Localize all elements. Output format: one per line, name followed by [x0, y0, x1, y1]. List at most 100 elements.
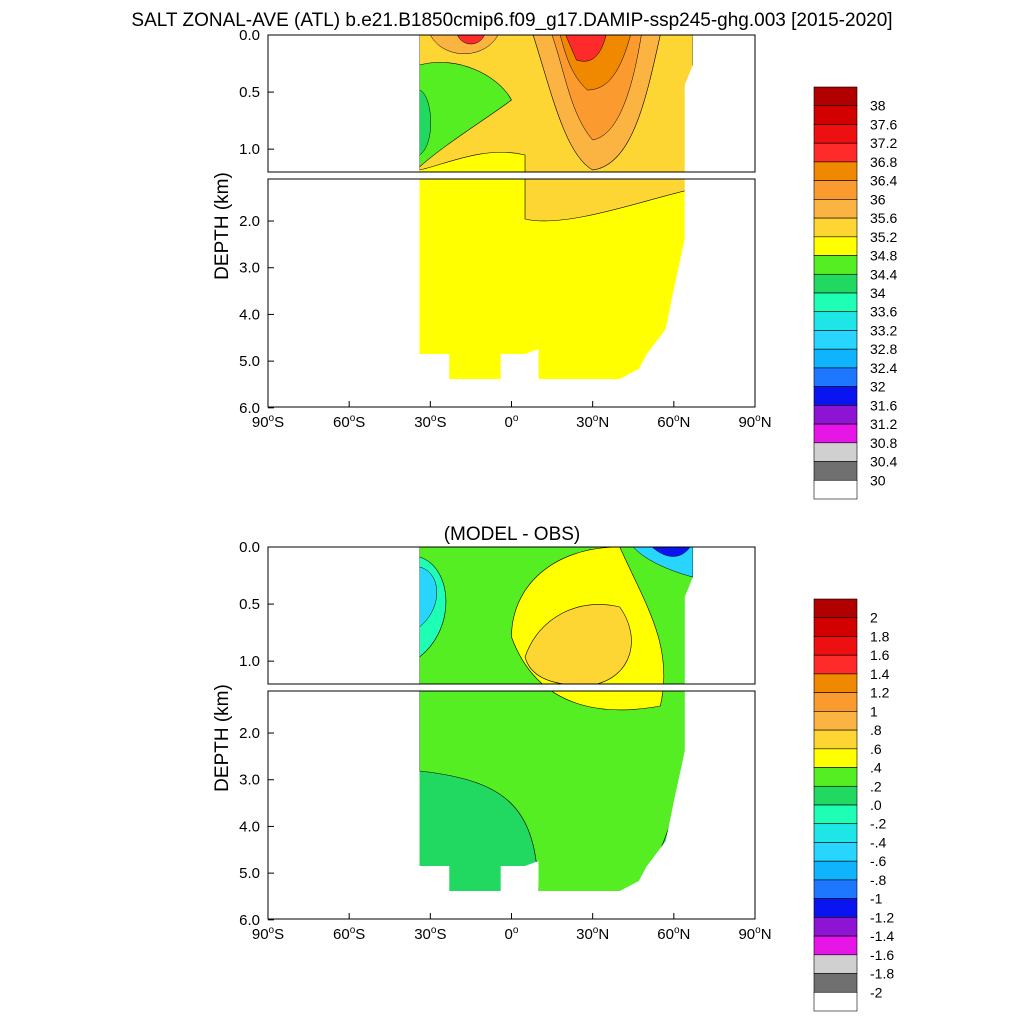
colorbar-swatch	[813, 748, 858, 768]
panel-title: (MODEL - OBS)	[444, 524, 581, 545]
colorbar-swatch	[813, 954, 858, 974]
colorbar-swatch	[813, 879, 858, 899]
colorbar-swatch	[813, 461, 858, 481]
y-tick-label: 0.0	[239, 27, 260, 44]
colorbar-swatch	[813, 692, 858, 712]
colorbar-label: .4	[870, 760, 882, 776]
colorbar-label: 30.8	[870, 435, 897, 451]
y-tick-label: 3.0	[239, 772, 260, 789]
y-tick-label: 0.5	[239, 84, 260, 101]
colorbar: 38 37.6 37.2 36.8 36.4 36 35.6 35.2 34.8 34.4 34 33…	[813, 86, 897, 500]
colorbar-swatch	[813, 124, 858, 144]
colorbar-swatch	[813, 973, 858, 993]
colorbar-label: 38	[870, 98, 886, 114]
x-tick-label: 0o	[505, 413, 519, 431]
colorbar-label: 33.6	[870, 304, 897, 320]
colorbar-swatch	[813, 142, 858, 163]
colorbar-swatch	[813, 617, 858, 637]
colorbar-label: 1.4	[870, 666, 890, 682]
y-tick-label: 6.0	[239, 912, 260, 929]
x-tick-label: 90oS	[252, 925, 284, 943]
salinity-panel: 0.0 0.5 1.0 2.0 3.0 4.0 5.0 6.0 DEPTH (km) 90oS 60…	[212, 27, 897, 500]
x-tick-label: 90oS	[252, 413, 284, 431]
x-tick-label: 60oN	[657, 413, 690, 431]
y-tick-label: 0.0	[239, 539, 260, 556]
region-southern-fresh-bias	[419, 566, 438, 628]
colorbar-swatch	[813, 842, 858, 862]
colorbar-swatch	[813, 255, 858, 275]
x-tick-label: 30oS	[414, 413, 446, 431]
colorbar-swatch	[813, 598, 858, 619]
colorbar-label: 36	[870, 191, 886, 207]
y-tick-label: 3.0	[239, 260, 260, 277]
colorbar-label: 31.6	[870, 397, 897, 413]
colorbar-label: 33.2	[870, 322, 897, 338]
colorbar-label: -1	[870, 891, 883, 907]
colorbar-swatch	[813, 105, 858, 125]
colorbar-label: 32	[870, 379, 886, 395]
colorbar-label: 37.2	[870, 135, 897, 151]
y-tick-label: 5.0	[239, 353, 260, 370]
colorbar-label: 1.8	[870, 628, 890, 644]
colorbar-swatch	[813, 479, 858, 500]
y-tick-label: 6.0	[239, 400, 260, 417]
x-tick-label: 90oN	[738, 925, 771, 943]
colorbar-label: -1.6	[870, 947, 894, 963]
y-tick-label: 4.0	[239, 306, 260, 323]
colorbar-swatch	[813, 423, 858, 444]
difference-panel: (MODEL - OBS)0.00.51.02.03.04.05.06.0DEP…	[212, 524, 894, 1012]
region-intermediate-bias	[524, 604, 632, 686]
y-tick-label: 1.0	[239, 141, 260, 158]
colorbar: 21.81.61.41.21.8.6.4.2.0-.2-.4-.6-.8-1-1…	[813, 598, 894, 1012]
x-tick-label: 30oN	[576, 413, 609, 431]
colorbar-label: 36.4	[870, 173, 897, 189]
colorbar-swatch	[813, 860, 858, 881]
colorbar-label: -2	[870, 984, 883, 1000]
colorbar-swatch	[813, 654, 858, 675]
colorbar-label: 34.8	[870, 248, 897, 264]
colorbar-label: 1.6	[870, 647, 890, 663]
upper-axes-frame	[267, 34, 756, 173]
data-field	[419, 35, 693, 379]
colorbar-swatch	[813, 330, 858, 350]
colorbar-swatch	[813, 217, 858, 238]
colorbar-swatch	[813, 86, 858, 107]
colorbar-swatch	[813, 729, 858, 750]
colorbar-label: -1.8	[870, 966, 894, 982]
data-field	[419, 547, 693, 891]
colorbar-swatch	[813, 785, 858, 806]
y-tick-label: 2.0	[239, 725, 260, 742]
colorbar-label: .2	[870, 778, 882, 794]
colorbar-swatch	[813, 767, 858, 787]
colorbar-label: 31.2	[870, 416, 897, 432]
colorbar-label: .8	[870, 722, 882, 738]
colorbar-label: 1	[870, 703, 878, 719]
y-tick-label: 1.0	[239, 653, 260, 670]
y-tick-label: 5.0	[239, 865, 260, 882]
colorbar-label: -.8	[870, 872, 887, 888]
colorbar-label: 30	[870, 472, 886, 488]
colorbar-label: 35.2	[870, 229, 897, 245]
colorbar-swatch	[813, 311, 858, 331]
colorbar-swatch	[813, 898, 858, 918]
y-tick-label: 0.5	[239, 596, 260, 613]
colorbar-label: 32.4	[870, 360, 897, 376]
colorbar-label: 34.4	[870, 266, 897, 282]
colorbar-swatch	[813, 273, 858, 294]
x-tick-label: 30oN	[576, 925, 609, 943]
colorbar-swatch	[813, 405, 858, 425]
y-axis-label: DEPTH (km)	[212, 684, 233, 792]
x-tick-label: 60oN	[657, 925, 690, 943]
x-tick-label: 0o	[505, 925, 519, 943]
colorbar-label: 35.6	[870, 210, 897, 226]
colorbar-label: 30.4	[870, 454, 897, 470]
colorbar-swatch	[813, 236, 858, 256]
y-tick-label: 2.0	[239, 213, 260, 230]
colorbar-label: 32.8	[870, 341, 897, 357]
colorbar-swatch	[813, 161, 858, 181]
colorbar-label: .0	[870, 797, 882, 813]
colorbar-label: -.6	[870, 853, 887, 869]
colorbar-label: 37.6	[870, 116, 897, 132]
colorbar-label: .6	[870, 741, 882, 757]
colorbar-swatch	[813, 367, 858, 387]
